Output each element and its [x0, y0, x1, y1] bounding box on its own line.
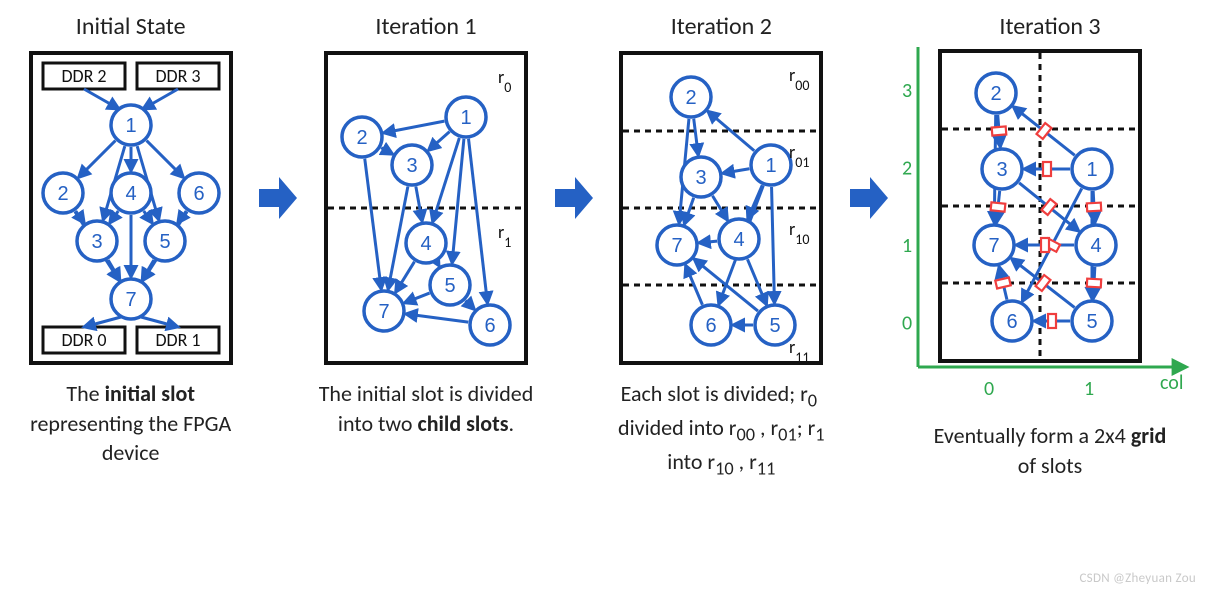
svg-text:2: 2	[990, 83, 1001, 105]
panel-it2: Iteration 22317465r00r01r10r11Each slot …	[603, 12, 840, 481]
panel-svg-initial: DDR 2 DDR 3 DDR 0 DDR 1 1 2 4 6 3 5 7	[25, 47, 237, 369]
svg-text:1: 1	[1086, 159, 1097, 181]
svg-text:1: 1	[766, 155, 777, 177]
svg-text:4: 4	[125, 183, 136, 205]
svg-text:1: 1	[902, 234, 912, 258]
svg-text:DDR 1: DDR 1	[155, 329, 200, 351]
transition-arrow	[553, 38, 595, 358]
svg-text:r0: r0	[498, 66, 511, 96]
svg-text:2: 2	[686, 87, 697, 109]
panel-title: Iteration 2	[671, 12, 772, 41]
panel-title: Iteration 3	[999, 12, 1100, 41]
watermark: CSDN @Zheyuan Zou	[1079, 571, 1196, 586]
svg-text:5: 5	[1086, 311, 1097, 333]
panel-it3: Iteration 3rowcol0123012317465Eventually…	[898, 12, 1202, 480]
svg-text:5: 5	[770, 315, 781, 337]
svg-text:6: 6	[193, 183, 204, 205]
transition-arrow	[848, 38, 890, 358]
svg-text:7: 7	[988, 235, 999, 257]
svg-text:1: 1	[1084, 377, 1094, 401]
svg-text:7: 7	[672, 235, 683, 257]
svg-text:r10: r10	[789, 218, 809, 248]
panel-svg-it1: 2 1 3 45 7 6 r0 r1	[320, 47, 532, 369]
svg-text:0: 0	[984, 377, 994, 401]
svg-text:4: 4	[1090, 235, 1101, 257]
svg-text:0: 0	[902, 311, 912, 335]
svg-text:3: 3	[91, 231, 102, 253]
svg-text:1: 1	[125, 115, 136, 137]
transition-arrow	[257, 38, 299, 358]
panel-title: Initial State	[76, 12, 186, 41]
svg-text:4: 4	[420, 233, 431, 255]
svg-text:r00: r00	[789, 64, 809, 94]
panel-caption: Eventually form a 2x4 grid of slots	[930, 421, 1170, 480]
panel-it1: Iteration 1 2 1 3 45 7 6 r0 r1 The initial slot i…	[307, 12, 544, 438]
svg-text:5: 5	[444, 275, 455, 297]
svg-text:DDR 3: DDR 3	[155, 65, 200, 87]
svg-text:6: 6	[1006, 311, 1017, 333]
svg-text:7: 7	[125, 289, 136, 311]
svg-text:3: 3	[696, 167, 707, 189]
svg-text:2: 2	[57, 183, 68, 205]
svg-text:6: 6	[484, 315, 495, 337]
svg-text:col: col	[1160, 371, 1183, 395]
panel-svg-it2: 2317465r00r01r10r11	[615, 47, 827, 369]
svg-text:3: 3	[406, 155, 417, 177]
svg-text:3: 3	[902, 79, 912, 103]
svg-text:1: 1	[460, 107, 471, 129]
svg-text:4: 4	[734, 229, 745, 251]
panel-caption: The initial slot representing the FPGA d…	[12, 379, 249, 468]
svg-text:5: 5	[159, 231, 170, 253]
panel-svg-it3: rowcol0123012317465	[898, 47, 1202, 411]
svg-text:7: 7	[378, 301, 389, 323]
svg-text:2: 2	[902, 156, 912, 180]
panel-caption: The initial slot is divided into two chi…	[307, 379, 544, 438]
svg-text:3: 3	[996, 159, 1007, 181]
panel-title: Iteration 1	[375, 12, 476, 41]
panel-initial: Initial State DDR 2 DDR 3 DDR 0 DDR 1 1 2 4 6 3 5 7…	[12, 12, 249, 468]
svg-text:2: 2	[356, 127, 367, 149]
panel-caption: Each slot is divided; r0 divided into r0…	[603, 379, 840, 481]
svg-text:6: 6	[706, 315, 717, 337]
svg-text:r1: r1	[498, 221, 511, 251]
svg-text:DDR 0: DDR 0	[61, 329, 106, 351]
svg-text:DDR 2: DDR 2	[61, 65, 106, 87]
